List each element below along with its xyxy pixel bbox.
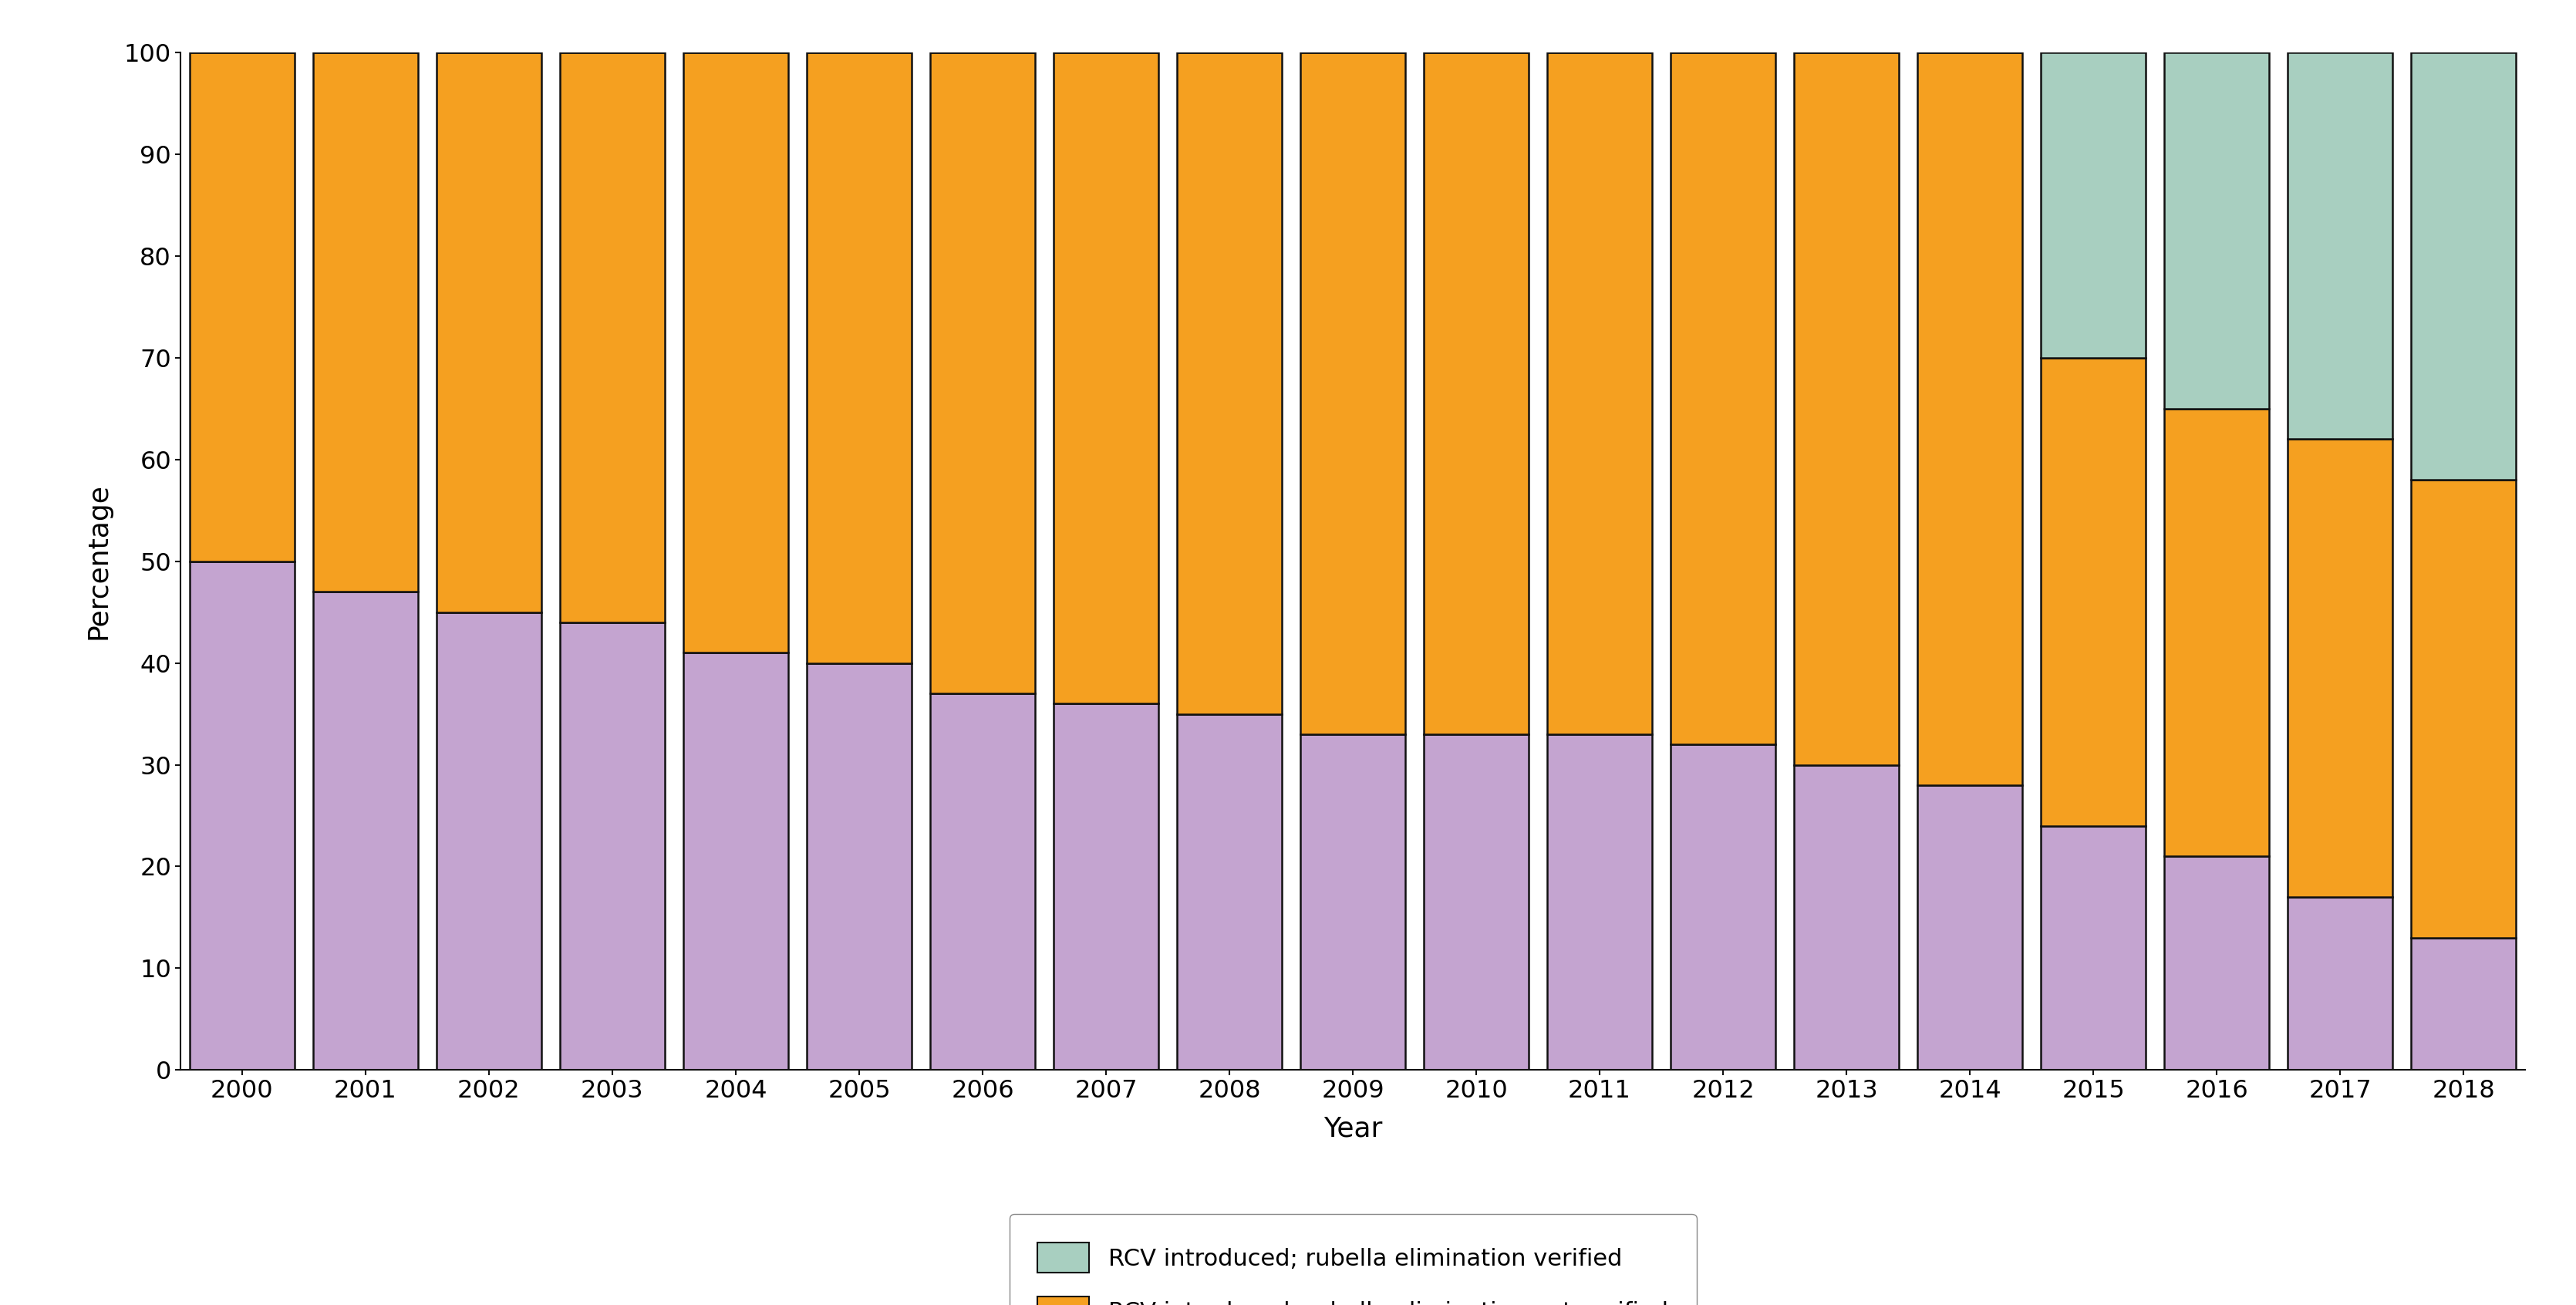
Bar xyxy=(1546,52,1651,735)
Bar xyxy=(191,561,294,1070)
Bar xyxy=(1793,52,1899,765)
Bar xyxy=(1669,52,1775,744)
Bar xyxy=(1177,714,1280,1070)
Bar xyxy=(2164,856,2269,1070)
Bar xyxy=(312,52,417,591)
Bar xyxy=(930,52,1036,693)
Bar xyxy=(806,52,912,663)
Bar xyxy=(683,52,788,652)
Bar xyxy=(435,52,541,612)
Bar xyxy=(191,52,294,561)
Bar xyxy=(930,693,1036,1070)
Bar xyxy=(2411,480,2514,938)
Bar xyxy=(1425,735,1528,1070)
Bar xyxy=(2040,52,2146,358)
Bar xyxy=(806,663,912,1070)
Bar xyxy=(559,622,665,1070)
Bar xyxy=(1917,786,2022,1070)
Bar xyxy=(1793,765,1899,1070)
Bar xyxy=(1546,735,1651,1070)
Bar xyxy=(2040,826,2146,1070)
Bar xyxy=(2411,938,2514,1070)
Bar xyxy=(2411,52,2514,480)
Y-axis label: Percentage: Percentage xyxy=(85,483,111,639)
Bar xyxy=(2287,438,2393,897)
Bar xyxy=(1054,52,1159,703)
Bar xyxy=(435,612,541,1070)
Bar xyxy=(1054,703,1159,1070)
Bar xyxy=(2164,52,2269,408)
Bar xyxy=(312,591,417,1070)
Legend: RCV introduced; rubella elimination verified, RCV introduced; rubella eliminatio: RCV introduced; rubella elimination veri… xyxy=(1010,1214,1695,1305)
Bar xyxy=(2287,52,2393,438)
Bar xyxy=(2040,358,2146,826)
Bar xyxy=(1917,52,2022,786)
Bar xyxy=(1177,52,1280,714)
Bar xyxy=(1425,52,1528,735)
Bar xyxy=(559,52,665,622)
Bar xyxy=(1301,52,1404,735)
Bar xyxy=(683,652,788,1070)
X-axis label: Year: Year xyxy=(1324,1116,1381,1142)
Bar xyxy=(2287,897,2393,1070)
Bar xyxy=(1669,744,1775,1070)
Bar xyxy=(1301,735,1404,1070)
Bar xyxy=(2164,408,2269,856)
